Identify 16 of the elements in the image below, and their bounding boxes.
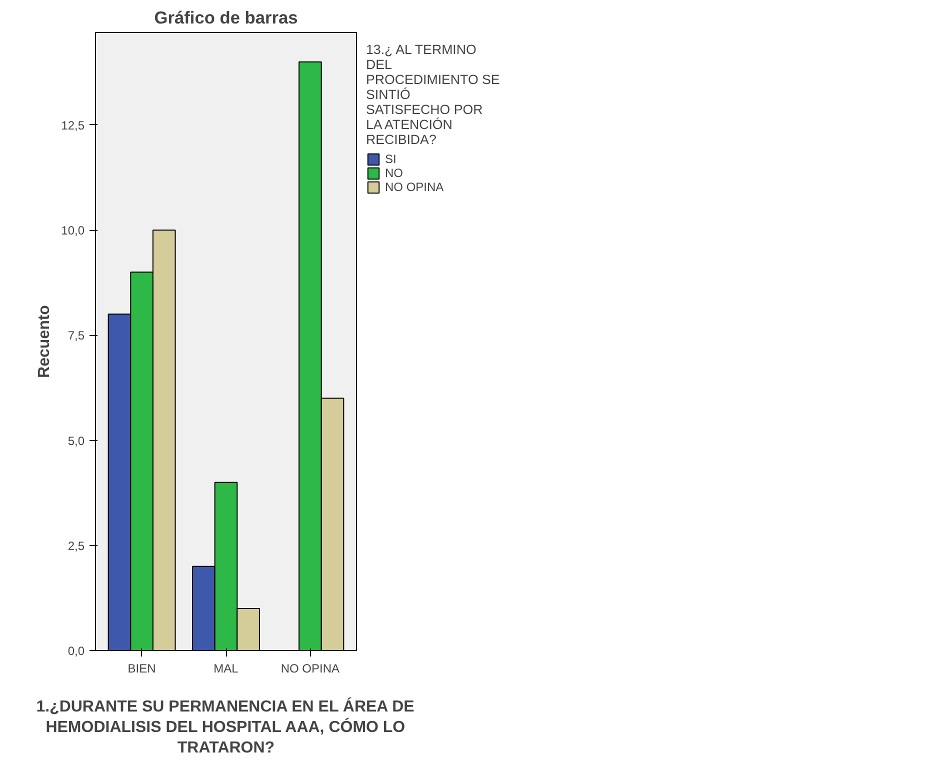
x-tick-label: BIEN [128,662,156,676]
legend-label: NO OPINA [385,180,444,194]
y-tick-label: 0,0 [68,644,85,658]
x-axis-title: 1.¿DURANTE SU PERMANENCIA EN EL ÁREA DE HEMODIALISIS DEL HOSPITAL AAA, CÓMO LO TRATARON? [36,696,415,756]
chart-title: Gráfico de barras [154,8,298,28]
legend-title: 13.¿ AL TERMINO DEL PROCEDIMIENTO SE SINTIÓ SATISFECHO POR LA ATENCIÓN RECIBIDA? [366,42,500,147]
legend-label: NO [385,166,404,180]
y-tick-label: 5,0 [68,434,85,448]
y-tick-label: 2,5 [68,538,85,553]
y-axis-title: Recuento [36,304,54,378]
x-tick-label: NO OPINA [280,662,340,676]
y-tick-label: 10,0 [61,224,85,238]
x-tick-label: MAL [214,662,239,676]
legend-label: SI [385,152,398,166]
y-tick-label: 12,5 [61,118,85,132]
y-tick-label: 7,5 [68,328,85,343]
